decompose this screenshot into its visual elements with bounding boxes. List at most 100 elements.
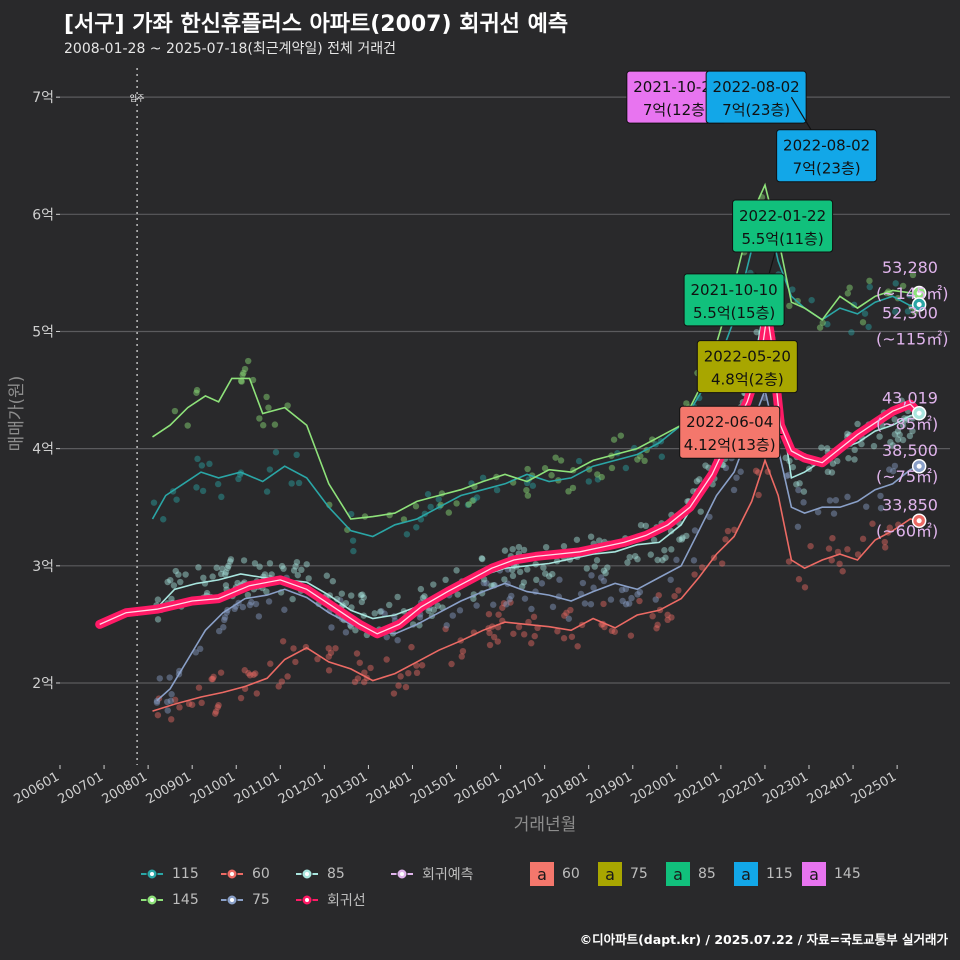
scatter-point <box>278 562 286 570</box>
scatter-point <box>755 491 762 499</box>
scatter-point <box>240 369 247 377</box>
legend-box-swatch: a <box>598 862 622 886</box>
scatter-point <box>413 669 421 677</box>
scatter-point <box>819 319 826 326</box>
scatter-point <box>568 633 576 640</box>
scatter-point <box>237 377 245 385</box>
scatter-point <box>540 564 547 571</box>
scatter-point <box>166 674 173 681</box>
scatter-point <box>209 675 216 683</box>
legend-label: 회귀예측 <box>422 867 474 883</box>
legend-swatch <box>295 888 319 912</box>
scatter-point <box>394 636 401 644</box>
scatter-point <box>593 557 601 564</box>
scatter-point <box>359 591 366 598</box>
chart-title: [서구] 가좌 한신휴플러스 아파트(2007) 회귀선 예측 <box>64 12 569 37</box>
scatter-point <box>594 476 602 483</box>
scatter-point <box>479 555 486 563</box>
scatter-point <box>412 503 420 510</box>
scatter-point <box>667 527 675 535</box>
scatter-point <box>430 581 437 588</box>
scatter-point <box>829 534 836 542</box>
scatter-point <box>538 580 546 587</box>
scatter-point <box>891 308 899 315</box>
scatter-point <box>350 547 357 555</box>
legend-item-box-115: a 115 <box>734 862 793 886</box>
scatter-point <box>361 678 368 686</box>
x-tick-label: 201601 <box>452 769 502 807</box>
scatter-point <box>293 451 300 459</box>
y-tick-label: 2억 <box>32 676 54 692</box>
scatter-point <box>724 527 732 535</box>
scatter-point <box>284 402 291 409</box>
scatter-point <box>737 468 744 475</box>
scatter-point <box>408 643 415 651</box>
annotation-date: 2022-08-02 <box>783 137 870 155</box>
scatter-point <box>168 716 175 723</box>
scatter-point <box>636 597 643 605</box>
scatter-point <box>212 710 219 717</box>
chart-legend: 115 60 85 회귀예측 145 75 회귀선 a 60 a 75 a 85 a 115 a 145 <box>140 862 940 922</box>
scatter-point <box>239 603 247 611</box>
scatter-point <box>266 560 274 567</box>
legend-swatch <box>220 862 244 886</box>
scatter-point <box>545 573 553 580</box>
scatter-point <box>168 595 175 603</box>
legend-label: 85 <box>698 866 716 882</box>
scatter-point <box>167 576 174 584</box>
scatter-point <box>263 488 271 495</box>
scatter-point <box>395 682 402 689</box>
scatter-point <box>208 675 215 683</box>
scatter-point <box>252 600 260 608</box>
scatter-point <box>649 612 656 620</box>
scatter-point <box>683 532 690 540</box>
scatter-point <box>222 582 230 589</box>
scatter-point <box>163 698 171 706</box>
scatter-point <box>470 496 478 504</box>
scatter-point <box>581 600 589 607</box>
scatter-point <box>295 479 303 487</box>
scatter-point <box>394 593 401 601</box>
scatter-point <box>501 576 508 583</box>
scatter-point <box>263 588 270 595</box>
scatter-point <box>226 558 234 565</box>
scatter-point <box>150 499 158 506</box>
scatter-point <box>402 683 410 691</box>
scatter-point <box>851 456 858 463</box>
scatter-point <box>348 592 355 599</box>
scatter-point <box>456 607 464 614</box>
scatter-point <box>800 488 808 495</box>
scatter-point <box>443 622 450 629</box>
scatter-point <box>563 609 570 617</box>
scatter-point <box>244 591 252 599</box>
scatter-point <box>718 560 726 567</box>
scatter-point <box>494 638 501 645</box>
scatter-point <box>561 612 568 619</box>
scatter-point <box>829 460 837 467</box>
scatter-point <box>828 469 836 476</box>
scatter-point <box>624 559 631 566</box>
scatter-point <box>175 571 182 578</box>
scatter-point <box>419 594 427 602</box>
scatter-point <box>845 455 852 462</box>
scatter-point <box>679 534 686 541</box>
x-tick-label: 201501 <box>408 769 458 807</box>
prediction-marker-center <box>916 463 922 469</box>
scatter-point <box>252 670 259 677</box>
prediction-area: (~145㎡) <box>876 284 948 303</box>
scatter-point <box>626 553 633 561</box>
scatter-point <box>683 400 690 407</box>
scatter-point <box>618 586 626 594</box>
scatter-point <box>814 508 822 516</box>
scatter-point <box>265 598 273 605</box>
scatter-point <box>213 564 220 571</box>
legend-item-회귀선: 회귀선 <box>295 888 366 912</box>
scatter-point <box>353 650 361 657</box>
scatter-point <box>722 464 730 472</box>
scatter-point <box>367 664 374 672</box>
scatter-point <box>877 504 885 512</box>
scatter-point <box>378 607 385 615</box>
scatter-point <box>246 601 254 609</box>
scatter-point <box>448 660 455 668</box>
scatter-point <box>275 683 282 690</box>
